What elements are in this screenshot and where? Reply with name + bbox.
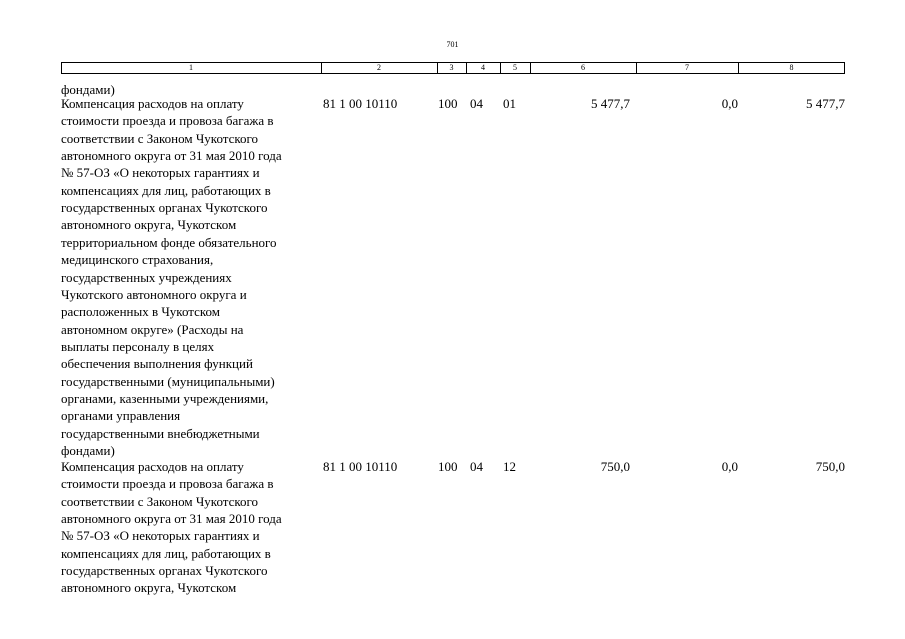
header-cell: 1	[189, 63, 193, 72]
page-number: 701	[446, 40, 459, 49]
header-cell: 8	[789, 63, 794, 72]
table-cell: 5 477,7	[806, 96, 845, 111]
header-cell: 3	[449, 63, 454, 72]
column-divider	[466, 62, 467, 74]
header-cell: 2	[377, 63, 381, 72]
column-divider	[636, 62, 637, 74]
column-divider	[437, 62, 438, 74]
table-cell: 01	[503, 96, 516, 111]
description-line: Чукотского автономного округа и	[61, 286, 247, 302]
table-cell: 04	[470, 459, 483, 474]
description-line: государственных учреждениях	[61, 269, 232, 285]
description-line: автономного округа от 31 мая 2010 года	[61, 148, 282, 164]
description-line: государственных органах Чукотского	[61, 563, 268, 579]
description-line: автономного округа, Чукотском	[61, 580, 237, 596]
description-line: автономного округа от 31 мая 2010 года	[61, 511, 282, 527]
column-divider	[321, 62, 322, 74]
description-line: фондами)	[61, 443, 115, 458]
description-line: стоимости проезда и провоза багажа в	[61, 113, 274, 129]
table-cell: 12	[503, 459, 516, 474]
description-line: автономном округе» (Расходы на	[61, 321, 244, 337]
description-line: органами управления	[61, 408, 181, 424]
table-cell: 100	[438, 96, 458, 111]
description-line: № 57-ОЗ «О некоторых гарантиях и	[61, 165, 260, 181]
description-line: соответствии с Законом Чукотского	[61, 493, 259, 509]
table-cell: 0,0	[721, 96, 738, 111]
description-line: расположенных в Чукотском	[61, 304, 221, 320]
header-cell: 6	[581, 63, 585, 72]
description-line: № 57-ОЗ «О некоторых гарантиях и	[61, 528, 260, 544]
header-cell: 5	[513, 63, 517, 72]
column-divider	[738, 62, 739, 74]
description-line: Компенсация расходов на оплату	[61, 96, 244, 111]
description-line: государственных органах Чукотского	[61, 200, 268, 216]
header-cell: 7	[685, 63, 689, 72]
description-line: медицинского страхования,	[61, 252, 214, 268]
description-line: соответствии с Законом Чукотского	[61, 130, 259, 146]
description-line: государственными внебюджетными	[61, 425, 260, 441]
description-line: автономного округа, Чукотском	[61, 217, 237, 233]
description-line: стоимости проезда и провоза багажа в	[61, 476, 274, 492]
description-line: государственными (муниципальными)	[61, 373, 275, 389]
description-line: обеспечения выполнения функций	[61, 356, 253, 372]
description-line: компенсациях для лиц, работающих в	[61, 182, 271, 198]
table-cell: 0,0	[721, 459, 738, 474]
header-row	[61, 62, 845, 74]
table-cell: 750,0	[815, 459, 845, 474]
description-line: выплаты персоналу в целях	[61, 338, 215, 354]
column-divider	[530, 62, 531, 74]
column-divider	[500, 62, 501, 74]
table-cell: 81 1 00 10110	[323, 96, 398, 111]
description-line: компенсациях для лиц, работающих в	[61, 545, 271, 561]
description-line: фондами)	[61, 82, 115, 97]
table-cell: 100	[438, 459, 458, 474]
table-cell: 04	[470, 96, 483, 111]
table-cell: 750,0	[600, 459, 630, 474]
description-line: территориальном фонде обязательного	[61, 234, 277, 250]
table-cell: 81 1 00 10110	[323, 459, 398, 474]
header-cell: 4	[481, 63, 485, 72]
description-line: Компенсация расходов на оплату	[61, 459, 244, 474]
description-line: органами, казенными учреждениями,	[61, 390, 269, 406]
table-cell: 5 477,7	[591, 96, 630, 111]
